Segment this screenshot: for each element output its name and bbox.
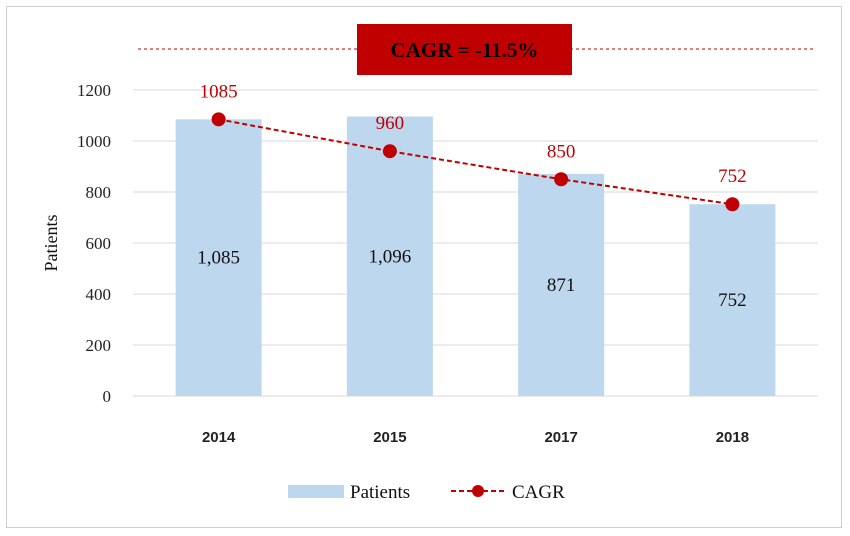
cagr-point-2017 xyxy=(554,172,569,187)
y-tick-label-200: 200 xyxy=(86,336,112,355)
bar-2015 xyxy=(346,116,433,397)
y-axis-title: Patients xyxy=(41,215,61,272)
x-axis-categories: 2014 2015 2017 2018 xyxy=(202,429,749,446)
x-tick-label-2017: 2017 xyxy=(544,429,577,446)
x-tick-label-2014: 2014 xyxy=(202,429,236,446)
cagr-series-line xyxy=(218,118,733,206)
y-tick-label-1000: 1000 xyxy=(77,132,111,151)
bar-value-label-2017: 871 xyxy=(547,275,576,296)
bar-value-label-2018: 752 xyxy=(718,290,747,311)
y-tick-label-600: 600 xyxy=(86,234,112,253)
bar-value-label-2015: 1,096 xyxy=(369,246,412,267)
y-tick-label-400: 400 xyxy=(86,285,112,304)
cagr-point-label-2015: 960 xyxy=(376,113,405,134)
cagr-point-2018 xyxy=(725,197,740,212)
bar-2014 xyxy=(175,119,262,396)
bars xyxy=(175,116,776,397)
cagr-annotation-box xyxy=(357,24,572,75)
bar-value-label-2014: 1,085 xyxy=(197,248,240,269)
y-axis-ticks: 0 200 400 600 800 1000 1200 xyxy=(77,81,111,406)
cagr-point-label-2014: 1085 xyxy=(200,81,238,102)
cagr-point-2015 xyxy=(382,144,397,159)
cagr-annotation-text: CAGR = -11.5% xyxy=(391,38,539,62)
bar-2017 xyxy=(518,173,605,396)
y-tick-label-800: 800 xyxy=(86,183,112,202)
legend-swatch-cagr-marker xyxy=(472,485,484,497)
cagr-line xyxy=(211,112,740,212)
legend-label-patients: Patients xyxy=(350,482,410,503)
legend-label-cagr: CAGR xyxy=(512,482,565,503)
legend: Patients CAGR xyxy=(288,482,565,503)
x-tick-label-2015: 2015 xyxy=(373,429,406,446)
y-tick-label-0: 0 xyxy=(103,387,112,406)
legend-swatch-patients xyxy=(288,485,344,498)
x-tick-label-2018: 2018 xyxy=(716,429,749,446)
bar-labels: 1,085 1,096 871 752 xyxy=(197,246,746,311)
cagr-point-label-2018: 752 xyxy=(718,166,747,187)
cagr-point-labels: 1085 960 850 752 xyxy=(200,81,747,187)
cagr-point-label-2017: 850 xyxy=(547,141,576,162)
y-tick-label-1200: 1200 xyxy=(77,81,111,100)
bar-2018 xyxy=(689,204,776,396)
cagr-point-2014 xyxy=(211,112,226,127)
